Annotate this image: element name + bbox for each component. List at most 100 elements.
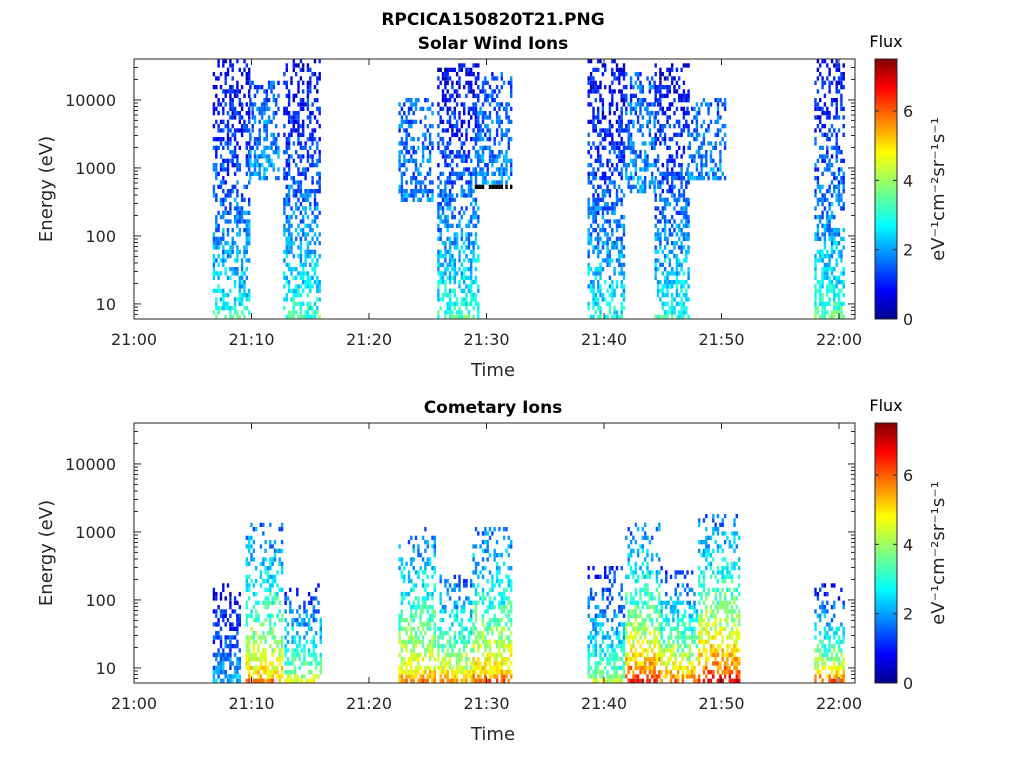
heatmap-cell: [424, 678, 427, 683]
heatmap-cell: [419, 163, 422, 168]
colorbar-unit-label: eV⁻¹cm⁻²sr⁻¹s⁻¹: [928, 117, 949, 261]
heatmap-cell: [292, 254, 295, 259]
heatmap-cell: [455, 618, 459, 623]
heatmap-cell: [285, 228, 288, 233]
heatmap-cell: [238, 206, 241, 211]
heatmap-cell: [826, 115, 829, 120]
heatmap-cell: [599, 80, 602, 85]
heatmap-cell: [421, 579, 425, 584]
heatmap-cell: [222, 245, 225, 250]
heatmap-cell: [680, 167, 683, 172]
heatmap-cell: [287, 228, 291, 233]
heatmap-cell: [460, 297, 463, 302]
heatmap-cell: [446, 301, 449, 306]
heatmap-cell: [448, 98, 452, 103]
heatmap-cell: [719, 167, 722, 172]
heatmap-cell: [618, 219, 621, 224]
heatmap-cell: [687, 245, 690, 250]
heatmap-cell: [592, 202, 595, 207]
heatmap-cell: [248, 583, 251, 588]
heatmap-cell: [309, 132, 312, 137]
heatmap-cell: [217, 210, 220, 215]
heatmap-cell: [661, 210, 664, 215]
heatmap-cell: [474, 202, 478, 207]
heatmap-cell: [819, 314, 822, 319]
heatmap-cell: [238, 678, 241, 683]
heatmap-cell: [641, 180, 644, 185]
heatmap-cell: [629, 145, 633, 150]
heatmap-cell: [659, 72, 662, 77]
heatmap-cell: [257, 635, 260, 640]
heatmap-cell: [446, 215, 449, 220]
heatmap-cell: [304, 167, 307, 172]
heatmap-cell: [233, 241, 237, 246]
heatmap-cell: [678, 193, 681, 198]
heatmap-cell: [620, 254, 623, 259]
heatmap-cell: [222, 210, 225, 215]
heatmap-cell: [823, 271, 827, 276]
heatmap-cell: [597, 249, 600, 254]
heatmap-cell: [695, 102, 699, 107]
heatmap-cell: [495, 115, 499, 120]
heatmap-cell: [419, 189, 422, 194]
heatmap-cell: [451, 587, 454, 592]
heatmap-cell: [702, 98, 706, 103]
heatmap-cell: [272, 111, 275, 116]
heatmap-cell: [262, 622, 265, 627]
heatmap-cell: [405, 132, 408, 137]
heatmap-cell: [491, 72, 494, 77]
heatmap-cell: [224, 241, 227, 246]
heatmap-cell: [441, 618, 445, 623]
heatmap-cell: [451, 288, 454, 293]
heatmap-cell: [299, 193, 303, 198]
heatmap-cell: [613, 245, 616, 250]
heatmap-cell: [587, 267, 590, 272]
heatmap-cell: [698, 106, 701, 111]
heatmap-cell: [238, 111, 241, 116]
heatmap-cell: [217, 310, 220, 315]
heatmap-cell: [465, 644, 468, 649]
heatmap-cell: [417, 197, 420, 202]
heatmap-cell: [448, 596, 452, 601]
heatmap-cell: [651, 171, 654, 176]
heatmap-cell: [291, 622, 294, 627]
heatmap-cell: [470, 137, 473, 142]
heatmap-cell: [510, 158, 513, 163]
heatmap-cell: [287, 154, 291, 159]
heatmap-cell: [687, 202, 690, 207]
heatmap-cell: [252, 548, 256, 553]
heatmap-cell: [243, 284, 246, 289]
heatmap-cell: [816, 124, 820, 129]
heatmap-cell: [444, 202, 447, 207]
heatmap-cell: [477, 137, 480, 142]
heatmap-cell: [507, 141, 510, 146]
heatmap-cell: [316, 76, 319, 81]
heatmap-cell: [231, 228, 234, 233]
heatmap-cell: [287, 89, 291, 94]
heatmap-cell: [620, 167, 623, 172]
heatmap-cell: [644, 184, 647, 189]
heatmap-cell: [460, 670, 463, 675]
heatmap-cell: [693, 154, 696, 159]
heatmap-cell: [444, 85, 447, 90]
heatmap-cell: [837, 197, 841, 202]
heatmap-cell: [625, 163, 628, 168]
heatmap-cell: [486, 626, 489, 631]
heatmap-cell: [219, 644, 223, 649]
heatmap-cell: [297, 171, 300, 176]
heatmap-cell: [661, 128, 664, 133]
heatmap-cell: [212, 163, 216, 168]
heatmap-cell: [705, 171, 708, 176]
heatmap-cell: [620, 67, 623, 72]
heatmap-cell: [826, 63, 829, 68]
heatmap-cell: [611, 202, 614, 207]
heatmap-cell: [481, 180, 485, 185]
heatmap-cell: [265, 102, 268, 107]
heatmap-cell: [257, 678, 260, 683]
heatmap-cell: [263, 119, 266, 124]
heatmap-cell: [233, 626, 237, 631]
heatmap-cell: [311, 219, 314, 224]
heatmap-cell: [306, 89, 310, 94]
heatmap-cell: [835, 280, 838, 285]
heatmap-cell: [470, 665, 473, 670]
